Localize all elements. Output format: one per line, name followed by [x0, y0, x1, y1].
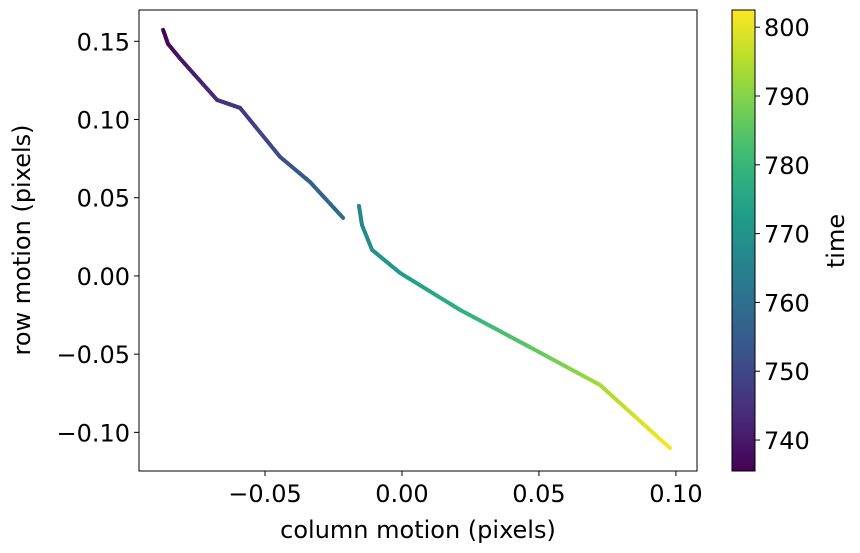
data-point: [336, 211, 346, 220]
colorbar-tick-label: 750: [764, 358, 810, 386]
colorbar-tick-label: 780: [764, 152, 810, 180]
y-tick-label: 0.10: [77, 107, 130, 135]
x-ticks: −0.05 0.00 0.05 0.10: [228, 471, 703, 508]
data-marks: [161, 27, 672, 451]
y-tick-label: 0.00: [77, 263, 130, 291]
colorbar-tick-label: 770: [764, 221, 810, 249]
y-axis-label: row motion (pixels): [8, 125, 36, 356]
colorbar-tick-label: 800: [764, 14, 810, 42]
y-tick-label: −0.10: [56, 419, 130, 447]
y-tick-label: 0.05: [77, 185, 130, 213]
x-tick-label: 0.10: [649, 480, 702, 508]
x-tick-label: −0.05: [228, 480, 302, 508]
colorbar-tick-label: 760: [764, 289, 810, 317]
y-tick-label: 0.15: [77, 28, 130, 56]
y-tick-label: −0.05: [56, 341, 130, 369]
y-ticks: −0.10 −0.05 0.00 0.05 0.10 0.15: [56, 28, 139, 447]
x-axis-label: column motion (pixels): [280, 516, 556, 544]
plot-area: [138, 9, 698, 472]
colorbar: [731, 9, 756, 472]
data-point: [659, 438, 672, 451]
x-tick-label: 0.00: [375, 480, 428, 508]
x-tick-label: 0.05: [512, 480, 565, 508]
colorbar-ticks: 740 750 760 770 780 790 800: [755, 14, 810, 455]
colorbar-tick-label: 740: [764, 427, 810, 455]
colorbar-label: time: [822, 214, 850, 268]
colorbar-tick-label: 790: [764, 83, 810, 111]
